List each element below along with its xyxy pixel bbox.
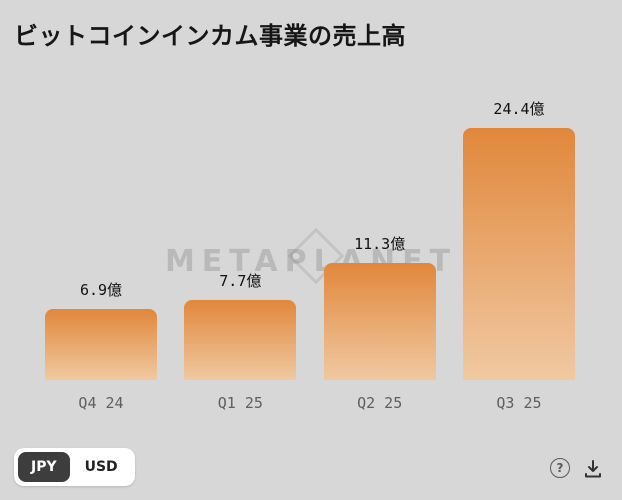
bar-group: 11.3億 <box>323 233 436 380</box>
bar[interactable] <box>184 300 297 380</box>
bar-value-label: 7.7億 <box>219 272 262 290</box>
bar-group: 24.4億 <box>462 98 575 380</box>
x-axis-label: Q4 24 <box>78 394 124 412</box>
currency-jpy-button[interactable]: JPY <box>18 452 70 482</box>
bar[interactable] <box>323 263 436 380</box>
bar-value-label: 6.9億 <box>79 281 123 299</box>
x-axis-label: Q1 25 <box>217 394 263 412</box>
x-axis-label: Q2 25 <box>357 394 403 412</box>
bar-value-label: 24.4億 <box>493 100 545 118</box>
bar-chart: 6.9億 7.7億 11.3億 24.4億 <box>45 98 575 380</box>
bar[interactable] <box>45 309 157 380</box>
page-title: ビットコインインカム事業の売上高 <box>14 22 406 50</box>
help-icon[interactable]: ? <box>550 458 570 478</box>
x-axis-label: Q3 25 <box>496 394 542 412</box>
currency-toggle: JPY USD <box>14 448 135 486</box>
download-icon[interactable] <box>582 458 604 480</box>
bar-group: 6.9億 <box>45 279 157 380</box>
bar-group: 7.7億 <box>184 270 297 380</box>
bar[interactable] <box>462 128 575 380</box>
currency-usd-button[interactable]: USD <box>72 452 131 482</box>
x-axis: Q4 24 Q1 25 Q2 25 Q3 25 <box>45 394 575 412</box>
bar-value-label: 11.3億 <box>354 235 406 253</box>
